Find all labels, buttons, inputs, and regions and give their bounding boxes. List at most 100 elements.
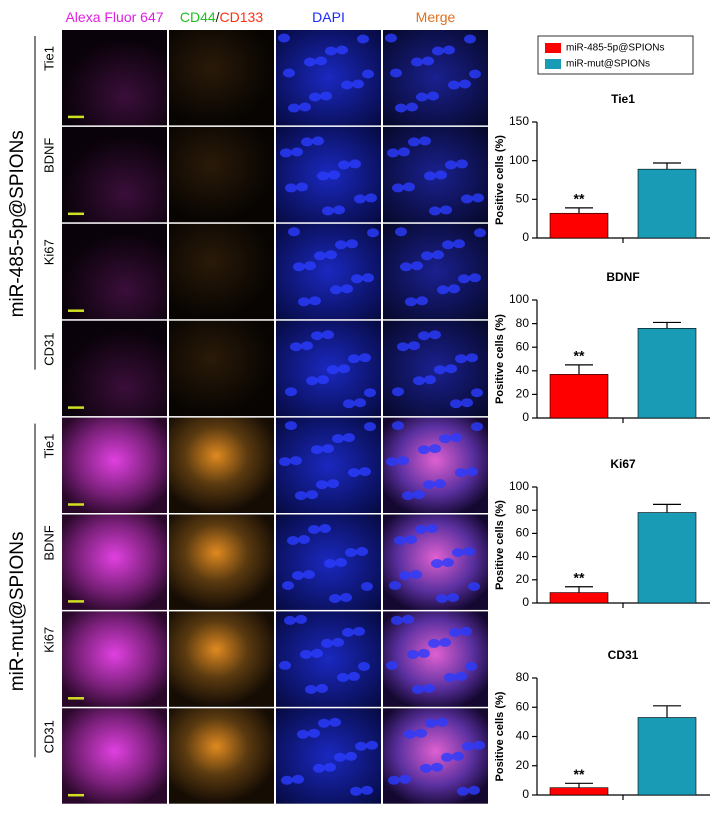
nucleus xyxy=(442,240,454,250)
significance-annotation: ** xyxy=(574,569,585,585)
nucleus xyxy=(311,648,323,658)
micrograph-panel xyxy=(62,611,167,707)
nucleus xyxy=(299,102,311,112)
nucleus xyxy=(278,33,290,43)
nucleus xyxy=(361,785,373,795)
legend-swatch xyxy=(545,43,561,53)
nucleus xyxy=(288,227,300,237)
nucleus xyxy=(303,570,315,579)
nucleus xyxy=(387,148,399,158)
column-header: Merge xyxy=(416,9,456,25)
nucleus xyxy=(361,582,373,591)
nucleus xyxy=(420,763,432,773)
nucleus xyxy=(305,684,317,694)
nucleus xyxy=(466,353,478,363)
nucleus xyxy=(391,615,403,625)
nucleus xyxy=(421,251,433,261)
nucleus xyxy=(464,34,476,44)
y-tick-label: 60 xyxy=(516,699,530,713)
nucleus xyxy=(322,330,334,340)
nucleus xyxy=(403,182,415,192)
nucleus xyxy=(406,102,418,112)
nucleus xyxy=(322,206,334,216)
significance-annotation: ** xyxy=(574,766,585,782)
nucleus xyxy=(445,364,457,374)
nucleus xyxy=(314,251,326,261)
nucleus xyxy=(352,79,364,89)
nucleus xyxy=(405,297,417,307)
nucleus xyxy=(424,171,436,181)
nucleus xyxy=(290,456,302,466)
legend-label: miR-mut@SPIONs xyxy=(566,59,650,70)
nucleus xyxy=(324,559,336,568)
nucleus xyxy=(437,285,449,295)
nucleus xyxy=(346,239,358,249)
nucleus xyxy=(351,274,363,284)
nucleus xyxy=(460,626,472,636)
nucleus xyxy=(450,433,462,443)
nucleus xyxy=(399,774,411,784)
nucleus xyxy=(364,422,376,432)
micrograph-panel xyxy=(169,611,274,707)
nucleus xyxy=(392,387,404,397)
nucleus xyxy=(461,398,473,408)
nucleus xyxy=(450,399,462,409)
nucleus xyxy=(313,763,325,773)
nucleus xyxy=(340,593,352,602)
nucleus xyxy=(471,388,483,398)
micrograph-panel xyxy=(169,126,274,223)
nucleus xyxy=(415,728,427,738)
group-label: miR-485-5p@SPIONs xyxy=(7,130,28,317)
nucleus xyxy=(411,261,423,271)
bar xyxy=(637,717,697,796)
nucleus xyxy=(284,615,296,625)
nucleus xyxy=(465,661,477,671)
nucleus xyxy=(304,57,316,67)
nucleus xyxy=(306,376,318,386)
nucleus xyxy=(402,614,414,624)
nucleus xyxy=(418,445,430,455)
nucleus xyxy=(316,683,328,693)
nucleus xyxy=(413,490,425,500)
nucleus xyxy=(330,285,342,295)
nucleus xyxy=(309,92,321,102)
micrograph-panel xyxy=(169,708,274,804)
nucleus xyxy=(334,752,346,762)
nucleus xyxy=(427,91,439,101)
significance-annotation: ** xyxy=(574,191,585,207)
nucleus xyxy=(390,68,402,78)
micrograph-panel xyxy=(276,611,381,707)
nucleus xyxy=(397,456,409,466)
nucleus xyxy=(337,672,349,682)
bar xyxy=(637,512,697,604)
nucleus xyxy=(367,228,379,238)
nucleus xyxy=(327,365,339,375)
y-tick-label: 40 xyxy=(516,363,530,377)
nucleus xyxy=(281,775,293,785)
nucleus xyxy=(423,480,435,490)
nucleus xyxy=(282,581,294,590)
significance-annotation: ** xyxy=(574,348,585,364)
nucleus xyxy=(312,136,324,146)
nucleus xyxy=(287,536,299,545)
nucleus xyxy=(335,240,347,250)
nucleus xyxy=(279,660,291,670)
nucleus xyxy=(348,354,360,364)
nucleus xyxy=(335,558,347,567)
micrograph-panel xyxy=(62,30,167,126)
nucleus xyxy=(439,637,451,647)
nucleus xyxy=(353,626,365,636)
nucleus xyxy=(385,33,397,43)
nucleus xyxy=(404,729,416,739)
y-tick-label: 0 xyxy=(522,595,529,609)
nucleus xyxy=(399,571,411,580)
nucleus xyxy=(296,182,308,192)
column-header: CD44/CD133 xyxy=(180,9,263,25)
row-label: CD31 xyxy=(41,720,56,753)
micrograph-panel xyxy=(62,126,167,223)
nucleus xyxy=(474,228,486,238)
nucleus xyxy=(292,571,304,580)
nucleus xyxy=(324,762,336,772)
nucleus xyxy=(428,638,440,648)
bar xyxy=(549,212,609,239)
